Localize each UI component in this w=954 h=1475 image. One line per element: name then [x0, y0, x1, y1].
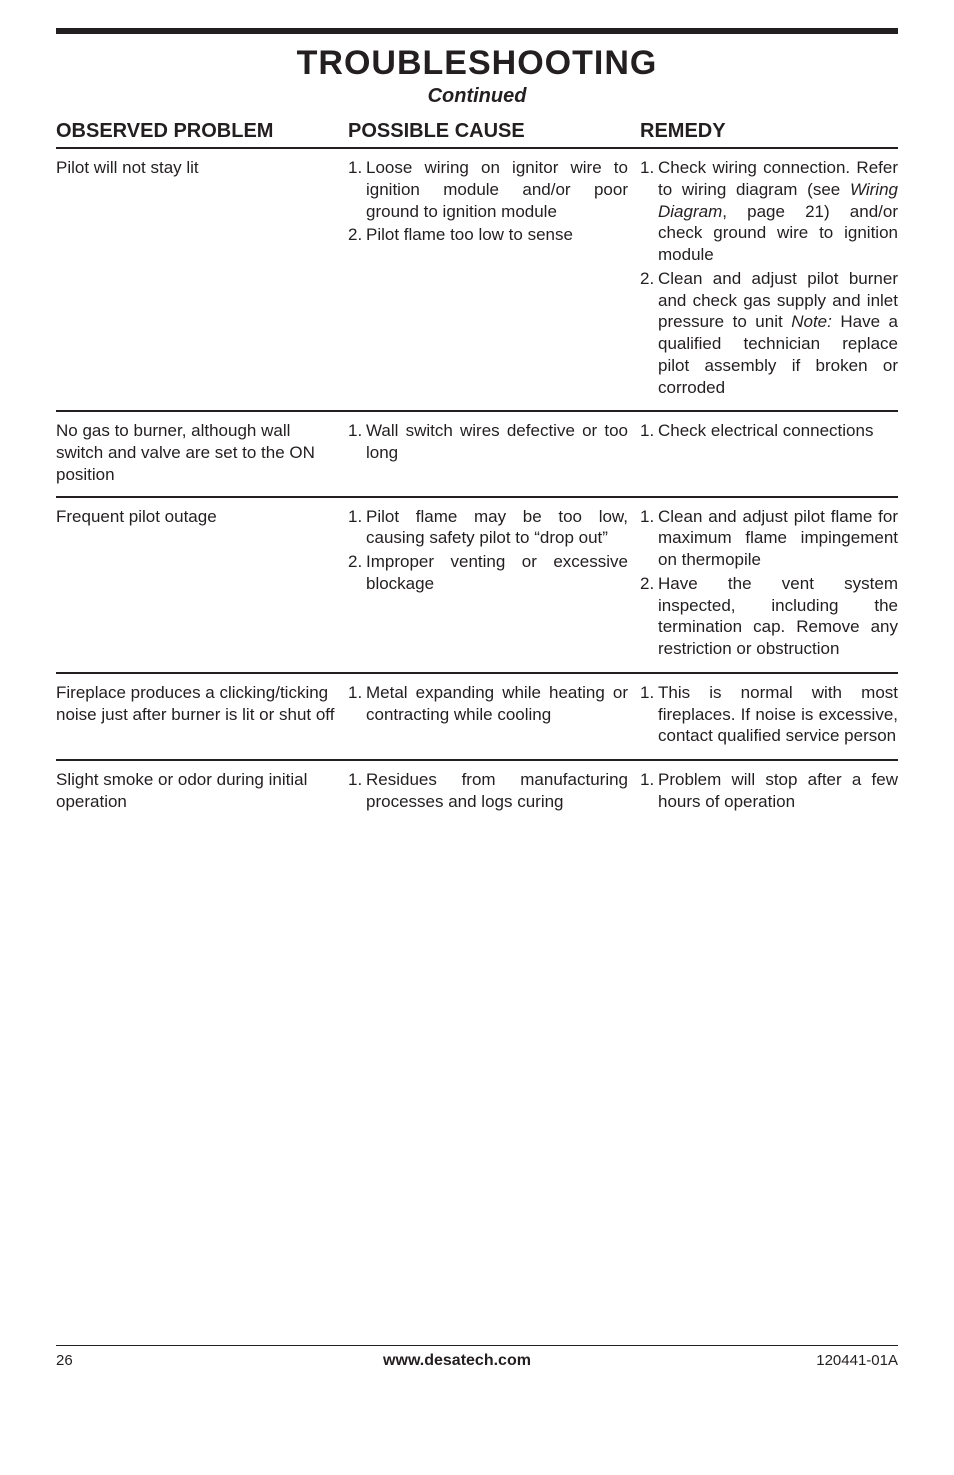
troubleshooting-table: OBSERVED PROBLEM POSSIBLE CAUSE REMEDY P… [56, 120, 898, 825]
table-row: Pilot will not stay lit1.Loose wiring on… [56, 149, 898, 412]
list-item-number: 1. [640, 682, 658, 747]
table-header-row: OBSERVED PROBLEM POSSIBLE CAUSE REMEDY [56, 120, 898, 149]
list-item-text: This is normal with most fireplaces. If … [658, 682, 898, 747]
list-item-number: 1. [348, 769, 366, 813]
problem-cell: Slight smoke or odor during initial oper… [56, 769, 348, 815]
cause-cell: 1.Metal expanding while heating or contr… [348, 682, 640, 749]
list-item-text: Clean and adjust pilot flame for maximum… [658, 506, 898, 571]
list-item: 1.Wall switch wires defective or too lon… [348, 420, 628, 464]
header-problem: OBSERVED PROBLEM [56, 120, 348, 143]
list-item: 2.Improper venting or excessive blockage [348, 551, 628, 595]
list-item-number: 1. [640, 157, 658, 266]
list-item: 2.Pilot flame too low to sense [348, 224, 628, 246]
top-rule [56, 28, 898, 34]
footer-page-number: 26 [56, 1352, 136, 1369]
list-item: 1.Problem will stop after a few hours of… [640, 769, 898, 813]
list-item-number: 1. [348, 506, 366, 550]
cause-cell: 1.Pilot flame may be too low, causing sa… [348, 506, 640, 662]
list-item-number: 2. [348, 551, 366, 595]
list-item-text: Check wiring connection. Refer to wiring… [658, 157, 898, 266]
page-title: TROUBLESHOOTING [56, 44, 898, 83]
table-row: Frequent pilot outage1.Pilot flame may b… [56, 498, 898, 674]
list-item: 1.Clean and adjust pilot flame for maxim… [640, 506, 898, 571]
list-item: 1.This is normal with most fireplaces. I… [640, 682, 898, 747]
remedy-cell: 1.Problem will stop after a few hours of… [640, 769, 898, 815]
header-cause: POSSIBLE CAUSE [348, 120, 640, 143]
list-item-text: Clean and adjust pilot burner and check … [658, 268, 898, 399]
list-item-text: Loose wiring on ignitor wire to ignition… [366, 157, 628, 222]
cause-cell: 1.Wall switch wires defective or too lon… [348, 420, 640, 485]
list-item: 1.Check wiring connection. Refer to wiri… [640, 157, 898, 266]
list-item-text: Improper venting or excessive blockage [366, 551, 628, 595]
cause-cell: 1.Residues from manufacturing processes … [348, 769, 640, 815]
remedy-cell: 1.Check wiring connection. Refer to wiri… [640, 157, 898, 400]
problem-cell: Fireplace produces a clicking/ticking no… [56, 682, 348, 749]
list-item-number: 2. [640, 268, 658, 399]
list-item: 1.Metal expanding while heating or contr… [348, 682, 628, 726]
footer-url: www.desatech.com [136, 1352, 778, 1370]
list-item: 1.Check electrical connections [640, 420, 898, 442]
list-item-text: Check electrical connections [658, 420, 898, 442]
list-item: 2.Clean and adjust pilot burner and chec… [640, 268, 898, 399]
problem-cell: Pilot will not stay lit [56, 157, 348, 400]
table-row: Slight smoke or odor during initial oper… [56, 761, 898, 825]
list-item-text: Pilot flame may be too low, causing safe… [366, 506, 628, 550]
list-item-number: 1. [348, 157, 366, 222]
footer-doc-number: 120441-01A [778, 1352, 898, 1369]
remedy-cell: 1.Clean and adjust pilot flame for maxim… [640, 506, 898, 662]
remedy-cell: 1.Check electrical connections [640, 420, 898, 485]
list-item-text: Wall switch wires defective or too long [366, 420, 628, 464]
page-subtitle: Continued [56, 85, 898, 108]
list-item-number: 1. [348, 682, 366, 726]
list-item-number: 2. [348, 224, 366, 246]
table-row: No gas to burner, although wall switch a… [56, 412, 898, 497]
list-item-text: Problem will stop after a few hours of o… [658, 769, 898, 813]
list-item-number: 1. [640, 506, 658, 571]
table-row: Fireplace produces a clicking/ticking no… [56, 674, 898, 761]
list-item-number: 1. [348, 420, 366, 464]
list-item-text: Residues from manufacturing processes an… [366, 769, 628, 813]
remedy-cell: 1.This is normal with most fireplaces. I… [640, 682, 898, 749]
list-item-number: 1. [640, 769, 658, 813]
list-item: 1.Loose wiring on ignitor wire to igniti… [348, 157, 628, 222]
list-item-text: Have the vent system inspected, includin… [658, 573, 898, 660]
problem-cell: Frequent pilot outage [56, 506, 348, 662]
list-item-number: 1. [640, 420, 658, 442]
list-item: 2.Have the vent system inspected, includ… [640, 573, 898, 660]
problem-cell: No gas to burner, although wall switch a… [56, 420, 348, 485]
list-item-number: 2. [640, 573, 658, 660]
header-remedy: REMEDY [640, 120, 898, 143]
list-item-text: Metal expanding while heating or contrac… [366, 682, 628, 726]
list-item-text: Pilot flame too low to sense [366, 224, 628, 246]
page-footer: 26 www.desatech.com 120441-01A [56, 1345, 898, 1370]
cause-cell: 1.Loose wiring on ignitor wire to igniti… [348, 157, 640, 400]
list-item: 1.Residues from manufacturing processes … [348, 769, 628, 813]
list-item: 1.Pilot flame may be too low, causing sa… [348, 506, 628, 550]
